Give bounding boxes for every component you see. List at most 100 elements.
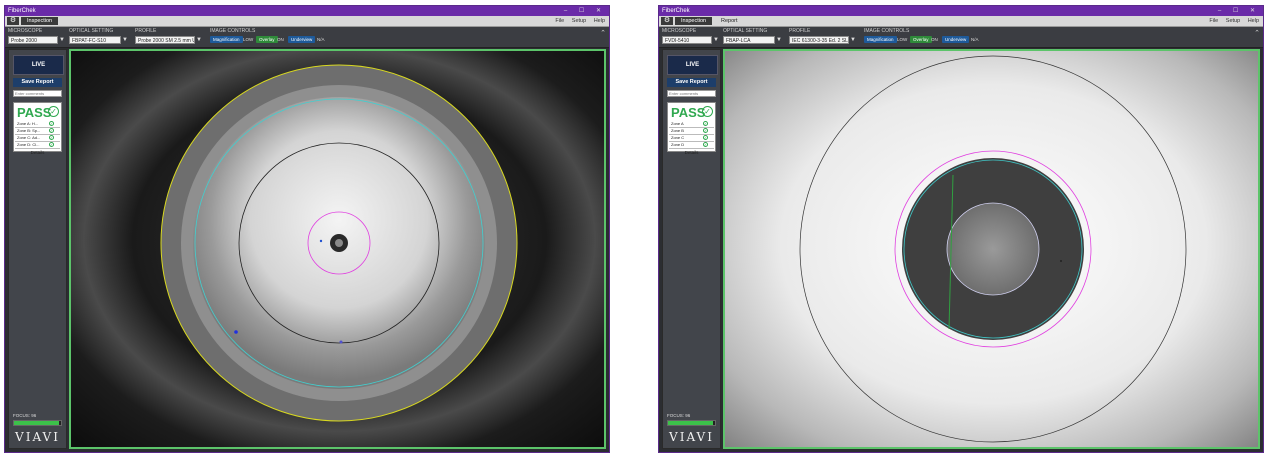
focus-bar xyxy=(13,420,62,426)
fiber-endface-image xyxy=(71,51,604,447)
sidebar: LIVE Save Report PASS ✓ Zone A: H... ✓ Zo… xyxy=(8,49,67,449)
zone-row-a[interactable]: Zone A ✓ xyxy=(669,121,714,128)
menu-help[interactable]: Help xyxy=(593,18,605,24)
zone-b-boundary xyxy=(238,142,440,344)
zone-row-b[interactable]: Zone B ✓ xyxy=(669,128,714,135)
gear-icon[interactable]: ⚙ xyxy=(661,17,673,25)
live-button[interactable]: LIVE xyxy=(13,55,64,75)
underview-value: N/A xyxy=(971,37,979,42)
top-menu: File Setup Help xyxy=(549,16,605,26)
zone-label: Zone A: H... xyxy=(17,121,39,126)
chevron-down-icon[interactable]: ▼ xyxy=(59,37,65,43)
zone-row-c[interactable]: Zone C ✓ xyxy=(669,135,714,142)
fiberchek-window-2: FiberChek – ☐ ✕ ⚙ Inspection Report File… xyxy=(658,5,1264,453)
control-bar: MICROSCOPE FVDI-5410 ▼ OPTICAL SETTING F… xyxy=(659,27,1263,48)
tab-report[interactable]: Report xyxy=(721,18,738,24)
live-button[interactable]: LIVE xyxy=(667,55,718,75)
underview-button[interactable]: Underview xyxy=(942,36,970,43)
overlay-value: ON xyxy=(277,37,284,42)
focus-bar xyxy=(667,420,716,426)
title-bar: FiberChek – ☐ ✕ xyxy=(659,6,1263,16)
fiber-image-viewer[interactable] xyxy=(723,49,1260,449)
zone-row-d[interactable]: Zone D: Cl... ✓ xyxy=(15,142,60,149)
focus-label: FOCUS: 96 xyxy=(667,413,691,418)
save-report-button[interactable]: Save Report xyxy=(13,78,62,87)
zone-label: Zone C xyxy=(671,135,685,140)
magnification-value: LOW xyxy=(243,37,254,42)
check-circle-icon: ✓ xyxy=(703,142,708,147)
zone-label: Zone D: Cl... xyxy=(17,142,40,147)
image-controls-label: IMAGE CONTROLS xyxy=(210,28,256,34)
viavi-logo: VIAVI xyxy=(15,430,60,444)
comment-input[interactable] xyxy=(13,90,62,97)
result-panel: PASS ✓ Zone A: H... ✓ Zone B: Sp... ✓ Zone… xyxy=(13,102,62,155)
defect-marker xyxy=(339,340,343,344)
check-circle-icon: ✓ xyxy=(703,128,708,133)
zone-a-boundary xyxy=(307,211,371,275)
gear-icon[interactable]: ⚙ xyxy=(7,17,19,25)
sidebar: LIVE Save Report PASS ✓ Zone A ✓ Zone B ✓ … xyxy=(662,49,721,449)
zone-label: Zone C: Ad... xyxy=(17,135,41,140)
focus-fill xyxy=(14,421,60,425)
comment-input[interactable] xyxy=(667,90,716,97)
zone-c-boundary xyxy=(894,150,1092,348)
overlay-value: ON xyxy=(931,37,938,42)
zone-label: Zone B: Sp... xyxy=(17,128,41,133)
menu-help[interactable]: Help xyxy=(1247,18,1259,24)
chevron-down-icon[interactable]: ▼ xyxy=(122,37,128,43)
scratch-marker xyxy=(948,174,954,330)
magnification-button[interactable]: Magnification xyxy=(864,36,897,43)
menu-file[interactable]: File xyxy=(555,18,565,24)
optical-setting-select[interactable]: FBAP-LCA xyxy=(723,36,775,44)
collapse-icon[interactable]: ⌃ xyxy=(600,30,606,37)
menu-setup[interactable]: Setup xyxy=(1225,18,1241,24)
image-controls-label: IMAGE CONTROLS xyxy=(864,28,910,34)
details-link[interactable]: Details xyxy=(684,150,699,155)
microscope-select[interactable]: Probe 2000 xyxy=(8,36,58,44)
fiberchek-window-1: FiberChek – ☐ ✕ ⚙ Inspection File Setup … xyxy=(4,5,610,453)
title-bar: FiberChek – ☐ ✕ xyxy=(5,6,609,16)
tab-inspection[interactable]: Inspection xyxy=(675,17,713,25)
optical-setting-select[interactable]: FBPAT-FC-S10 xyxy=(69,36,121,44)
overlay-button[interactable]: Overlay xyxy=(910,36,932,43)
menu-setup[interactable]: Setup xyxy=(571,18,587,24)
save-report-button[interactable]: Save Report xyxy=(667,78,716,87)
zone-row-a[interactable]: Zone A: H... ✓ xyxy=(15,121,60,128)
check-circle-icon: ✓ xyxy=(49,128,54,133)
overlay-button[interactable]: Overlay xyxy=(256,36,278,43)
microscope-label: MICROSCOPE xyxy=(8,28,43,34)
zone-c-boundary xyxy=(194,98,484,388)
fiber-core xyxy=(947,203,1039,295)
chevron-down-icon[interactable]: ▼ xyxy=(850,37,856,43)
underview-value: N/A xyxy=(317,37,325,42)
control-bar: MICROSCOPE Probe 2000 ▼ OPTICAL SETTING … xyxy=(5,27,609,48)
details-link[interactable]: Details xyxy=(30,150,45,155)
window-controls[interactable]: – ☐ ✕ xyxy=(563,8,606,14)
microscope-select[interactable]: FVDI-5410 xyxy=(662,36,712,44)
window-controls[interactable]: – ☐ ✕ xyxy=(1217,8,1260,14)
zone-d-boundary xyxy=(160,64,518,422)
magnification-button[interactable]: Magnification xyxy=(210,36,243,43)
chevron-down-icon[interactable]: ▼ xyxy=(196,37,202,43)
zone-row-c[interactable]: Zone C: Ad... ✓ xyxy=(15,135,60,142)
zone-b-boundary xyxy=(903,159,1083,339)
zone-row-d[interactable]: Zone D ✓ xyxy=(669,142,714,149)
chevron-down-icon[interactable]: ▼ xyxy=(776,37,782,43)
check-circle-icon: ✓ xyxy=(48,106,59,117)
defect-marker xyxy=(234,330,238,334)
underview-button[interactable]: Underview xyxy=(288,36,316,43)
microscope-label: MICROSCOPE xyxy=(662,28,697,34)
menu-file[interactable]: File xyxy=(1209,18,1219,24)
check-circle-icon: ✓ xyxy=(702,106,713,117)
chevron-down-icon[interactable]: ▼ xyxy=(713,37,719,43)
profile-select[interactable]: IEC 61300-3-35 Ed. 2 SL xyxy=(789,36,849,44)
fiber-image-viewer[interactable] xyxy=(69,49,606,449)
collapse-icon[interactable]: ⌃ xyxy=(1254,30,1260,37)
tab-bar: ⚙ Inspection File Setup Help xyxy=(5,16,609,27)
zone-row-b[interactable]: Zone B: Sp... ✓ xyxy=(15,128,60,135)
app-title: FiberChek xyxy=(8,8,36,14)
result-panel: PASS ✓ Zone A ✓ Zone B ✓ Zone C ✓ Zone D ✓ D… xyxy=(667,102,716,155)
tab-inspection[interactable]: Inspection xyxy=(21,17,59,25)
profile-select[interactable]: Probe 2000 SM 2.5 mm UPC (Pass) xyxy=(135,36,195,44)
zone-list: Zone A ✓ Zone B ✓ Zone C ✓ Zone D ✓ Details xyxy=(669,121,714,155)
